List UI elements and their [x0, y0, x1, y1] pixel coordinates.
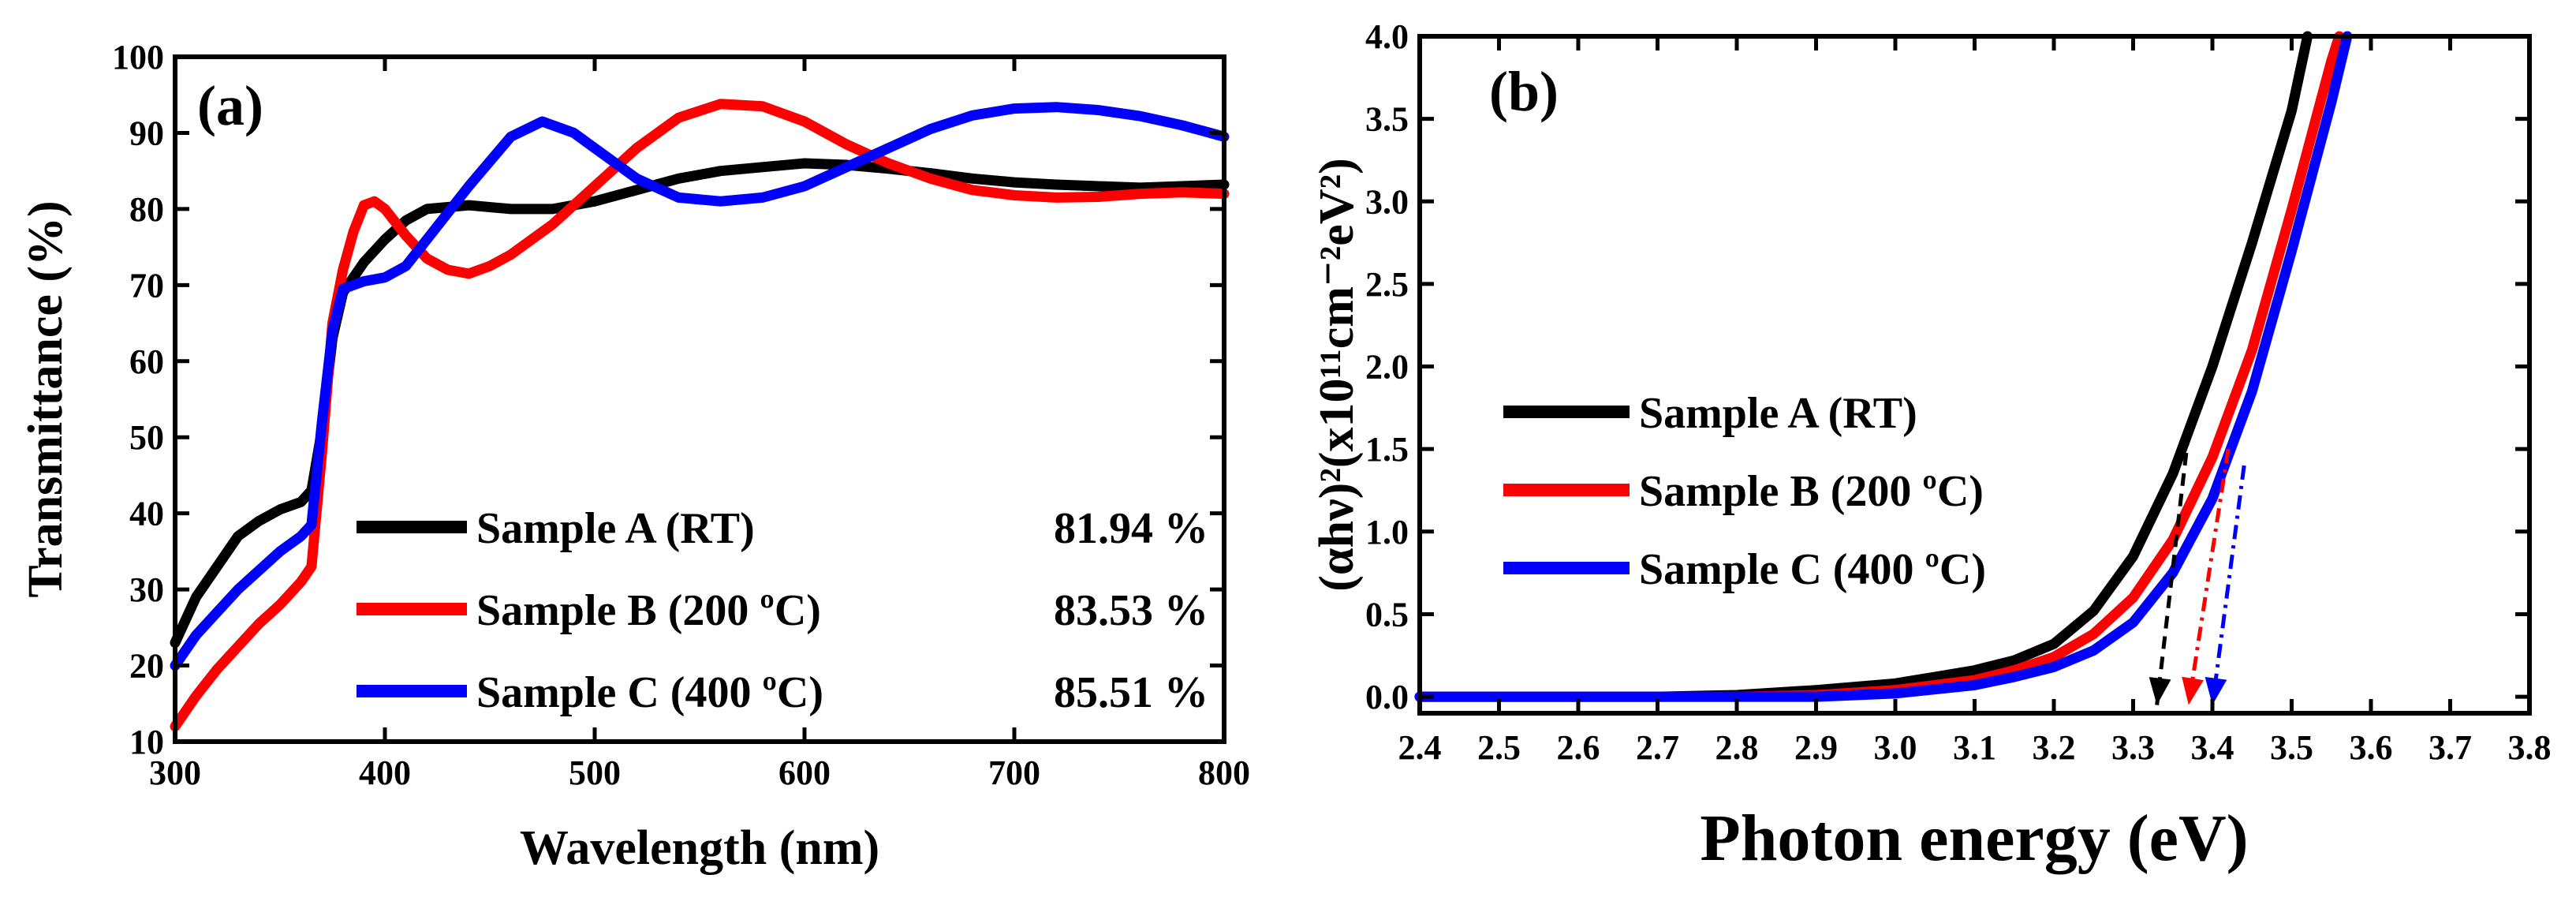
legend-value-a-2: 85.51 % [1054, 668, 1208, 717]
panel-b-x-tick-label: 2.4 [1398, 728, 1442, 767]
panel-b-y-tick-label: 1.0 [1365, 513, 1409, 551]
panel-b-legend: Sample A (RT) Sample B (200 ºC) Sample C (… [1503, 389, 1986, 594]
panel-a-y-tick-label: 90 [129, 114, 164, 152]
panel-b-x-tick-label: 3.7 [2429, 728, 2472, 767]
panel-b-extrapolation-line-2 [2210, 465, 2246, 705]
panel-b-chart: 2.4 2.5 2.6 2.7 2.8 2.9 3.0 3.1 3.2 3.3 3.4 3.5 3.6 3… [1310, 17, 2552, 875]
panel-a-frame [173, 54, 1226, 744]
legend-value-a-1: 83.53 % [1054, 586, 1208, 635]
panel-a-series-1-line [170, 99, 1230, 732]
panel-b-label: (b) [1489, 60, 1559, 123]
legend-label-a-2: Sample C (400 ºC) [476, 668, 823, 717]
panel-a-chart: 300 400 500 600 700 800102030405060708090100 … [19, 38, 1250, 875]
panel-a-y-tick-label: 60 [129, 342, 164, 381]
legend-label-a-1: Sample B (200 ºC) [476, 586, 821, 635]
panel-b-x-tick-label: 2.9 [1794, 728, 1838, 767]
panel-a-x-tick-label: 700 [988, 753, 1040, 792]
panel-b-x-tick-label: 3.8 [2508, 728, 2552, 767]
panel-b-y-tick-label: 4.0 [1365, 17, 1409, 56]
panel-b-y-axis-title: (αhν)²(x10¹¹cm⁻²eV²) [1310, 158, 1364, 592]
panel-b-x-tick-label: 2.5 [1477, 728, 1521, 767]
panel-a-y-tick-label: 40 [129, 495, 164, 533]
panel-a-x-tick-label: 400 [359, 753, 411, 792]
panel-a-y-tick-label: 10 [129, 723, 164, 761]
panel-a-series-2-line [170, 102, 1230, 671]
panel-b-y-tick-label: 2.5 [1365, 265, 1409, 304]
panel-a-legend: Sample A (RT) 81.94 % Sample B (200 ºC) 83.… [357, 504, 1208, 717]
legend-value-a-0: 81.94 % [1054, 504, 1208, 553]
panel-b-x-tick-label: 3.5 [2270, 728, 2313, 767]
panel-b-extrapolation-arrow-2 [2205, 676, 2227, 705]
panel-b-x-tick-label: 3.3 [2111, 728, 2155, 767]
panel-b-series-0-line [1414, 31, 2313, 702]
panel-a-label: (a) [197, 74, 263, 137]
panel-b-y-tick-label: 3.0 [1365, 182, 1409, 221]
legend-label-b-2: Sample C (400 ºC) [1639, 545, 1986, 594]
panel-a-y-tick-label: 70 [129, 266, 164, 305]
panel-b-frame [1417, 34, 2532, 716]
panel-b-series-1-line [1414, 31, 2345, 702]
panel-a-y-tick-label: 20 [129, 647, 164, 686]
panel-b-x-tick-label: 3.1 [1953, 728, 1996, 767]
panel-b-extrapolation-line-0 [2155, 432, 2191, 705]
legend-label-a-0: Sample A (RT) [476, 504, 755, 553]
panel-b-y-tick-label: 0.0 [1365, 678, 1409, 716]
panel-a-x-tick-label: 800 [1198, 753, 1250, 792]
panel-b-x-tick-label: 3.2 [2033, 728, 2076, 767]
panel-b-x-tick-label: 3.4 [2191, 728, 2234, 767]
panel-b-y-tick-label: 2.0 [1365, 348, 1409, 387]
panel-b-series-2-line [1414, 31, 2353, 702]
panel-a-y-tick-label: 80 [129, 190, 164, 229]
panel-b-x-tick-label: 3.0 [1874, 728, 1917, 767]
legend-label-b-0: Sample A (RT) [1639, 389, 1917, 438]
panel-a-y-tick-label: 30 [129, 570, 164, 609]
panel-a-y-axis-title: Transmittance (%) [19, 200, 73, 597]
panel-a-x-tick-label: 600 [778, 753, 831, 792]
panel-b-y-tick-label: 0.5 [1365, 595, 1409, 634]
panel-b-extrapolation-line-1 [2186, 448, 2231, 705]
panel-a-y-tick-label: 50 [129, 418, 164, 457]
panel-a-y-tick-label: 100 [112, 38, 164, 77]
panel-b-y-tick-label: 3.5 [1365, 100, 1409, 139]
panel-a-series-0-line [170, 158, 1230, 649]
panel-a-x-axis-title: Wavelength (nm) [520, 821, 879, 875]
panel-b-x-tick-label: 3.6 [2350, 728, 2393, 767]
panel-a-x-tick-label: 300 [149, 753, 201, 792]
panel-b-x-tick-label: 2.8 [1715, 728, 1759, 767]
legend-label-b-1: Sample B (200 ºC) [1639, 467, 1984, 516]
panel-b-x-tick-label: 2.7 [1636, 728, 1679, 767]
panel-b-y-tick-label: 1.5 [1365, 430, 1409, 469]
panel-b-extrapolation-arrow-0 [2149, 677, 2171, 705]
panel-b-extrapolation-arrow-1 [2182, 676, 2204, 705]
panel-b-x-tick-label: 2.6 [1557, 728, 1600, 767]
panel-b-x-axis-title: Photon energy (eV) [1700, 802, 2248, 875]
panel-a-x-tick-label: 500 [569, 753, 621, 792]
